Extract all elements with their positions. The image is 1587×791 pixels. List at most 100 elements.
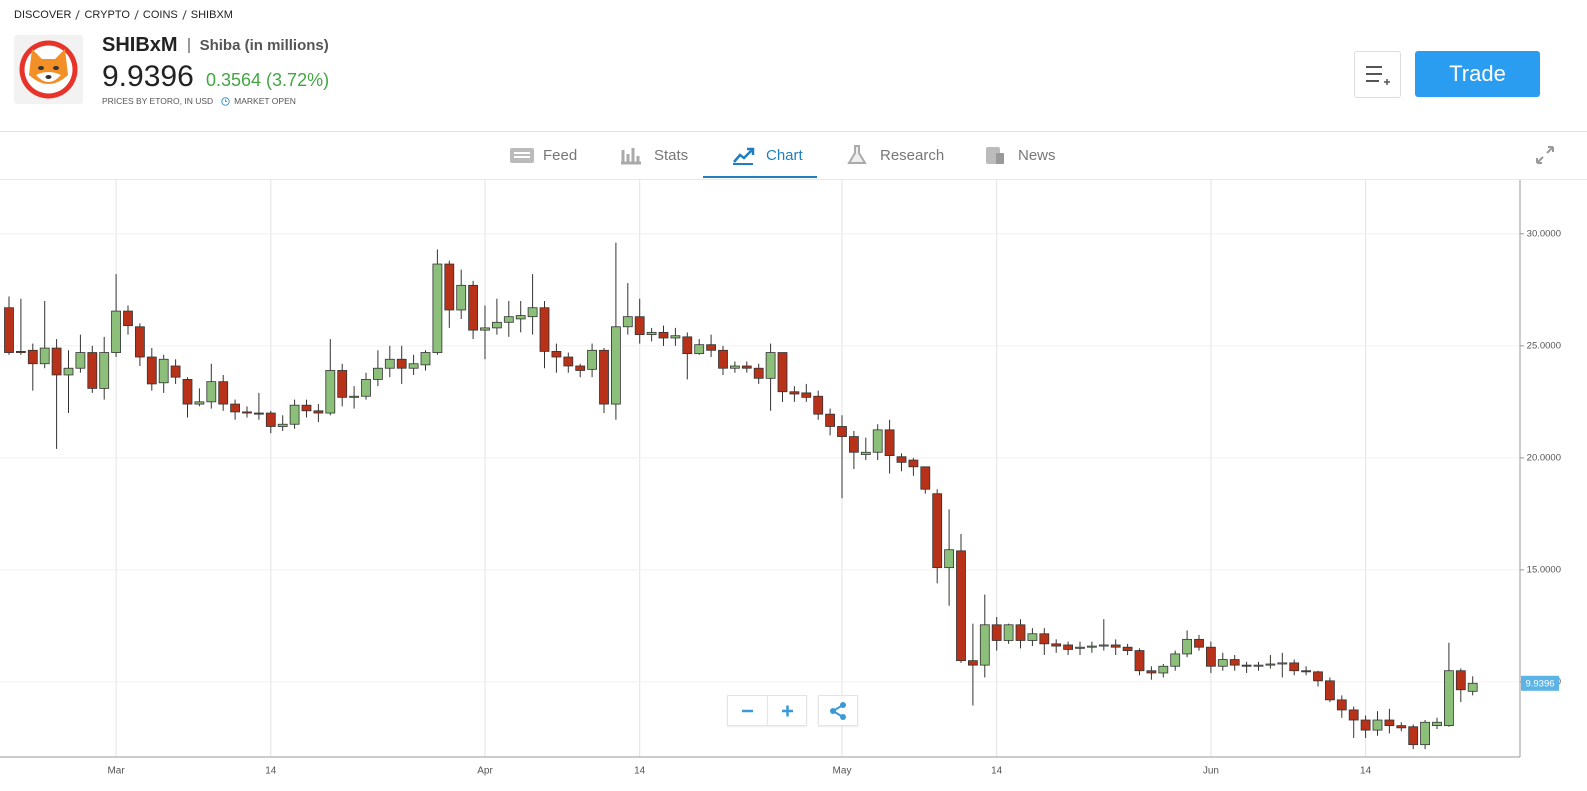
candle-body — [813, 395, 824, 415]
breadcrumb-separator — [75, 10, 81, 20]
candle-body — [670, 335, 681, 339]
breadcrumb-separator — [182, 10, 187, 20]
candle-body — [944, 549, 954, 569]
candle-body — [1075, 646, 1085, 649]
tab[interactable]: Research — [846, 144, 944, 166]
candle-body — [75, 352, 86, 369]
instrument-name: SHIBxM Shiba (in millions) — [102, 34, 329, 57]
candle-body — [170, 365, 181, 378]
y-tick-label: 30.0000 — [1527, 228, 1561, 239]
candle-body — [313, 410, 324, 414]
x-tick-label: 14 — [1360, 766, 1372, 777]
share-icon — [830, 702, 846, 720]
candle-body — [920, 466, 931, 490]
tab-label: Stats — [654, 146, 689, 164]
fullscreen-button[interactable] — [1535, 145, 1555, 165]
x-tick-label: Mar — [107, 766, 125, 777]
candle-body — [1360, 719, 1371, 731]
candle-body — [1253, 664, 1264, 667]
candle-body — [503, 316, 514, 323]
x-tick-label: Apr — [477, 766, 493, 777]
x-tick-label: 14 — [991, 766, 1003, 777]
candle-body — [1039, 633, 1050, 645]
market-status: MARKET OPEN — [234, 96, 296, 106]
candle-body — [979, 624, 990, 666]
candle-body — [265, 412, 276, 427]
breadcrumb-item[interactable]: CRYPTO — [84, 9, 130, 21]
tab[interactable]: Feed — [509, 144, 577, 166]
share-button[interactable] — [818, 695, 858, 726]
candle-body — [1420, 721, 1430, 746]
x-tick-label: May — [833, 766, 852, 777]
candle-body — [1087, 645, 1097, 648]
candle-body — [1229, 659, 1240, 666]
candle-body — [551, 351, 562, 358]
candle-body — [908, 459, 919, 468]
candle-body — [611, 326, 621, 405]
trade-button[interactable]: Trade — [1415, 51, 1540, 97]
watchlist-button[interactable] — [1354, 51, 1401, 98]
x-tick-label: Jun — [1203, 766, 1219, 777]
candle-body — [1146, 670, 1157, 674]
candle-body — [230, 403, 241, 413]
breadcrumb: DISCOVER CRYPTO COINS SHIBXM — [14, 9, 233, 21]
clock-icon — [221, 96, 230, 106]
candle-body — [956, 550, 966, 662]
divider — [0, 131, 1587, 132]
candle-body — [1336, 699, 1347, 711]
tab-icon — [733, 147, 755, 165]
candle-body — [325, 370, 336, 414]
candle-body — [206, 381, 217, 403]
candle-body — [51, 347, 62, 376]
x-tick-label: 14 — [634, 766, 646, 777]
breadcrumb-separator — [134, 10, 139, 20]
candle-body — [1313, 671, 1323, 682]
candle-body — [1396, 725, 1407, 729]
candle-body — [1003, 624, 1014, 641]
price-note: PRICES BY ETORO, IN USD MARKET OPEN — [102, 96, 296, 106]
candle-body — [468, 284, 479, 331]
candle-body — [444, 263, 455, 311]
candle-body — [1110, 644, 1121, 648]
candle-body — [218, 381, 229, 405]
candle-body — [480, 327, 490, 331]
candle-body — [1241, 664, 1252, 667]
breadcrumb-item[interactable]: COINS — [142, 9, 178, 21]
zoom-icons — [742, 696, 793, 725]
coin-logo — [14, 35, 83, 104]
breadcrumb-item[interactable]: SHIBXM — [190, 9, 233, 21]
breadcrumb-item[interactable]: DISCOVER — [14, 9, 72, 21]
tab-icon — [510, 148, 534, 163]
candle-body — [182, 379, 193, 405]
candle-body — [825, 413, 835, 427]
candle-body — [563, 356, 574, 367]
candle-body — [1206, 646, 1216, 667]
candle-body — [1158, 665, 1169, 674]
candle-body — [718, 349, 728, 369]
candle-body — [123, 310, 133, 327]
candle-body — [789, 391, 800, 395]
candle-body — [1444, 670, 1454, 727]
tab[interactable]: Chart — [732, 144, 803, 166]
candle-body — [694, 344, 705, 355]
tab-label: Research — [880, 146, 945, 164]
candle-body — [301, 404, 312, 412]
tab-icon — [621, 148, 641, 165]
tab[interactable]: News — [984, 144, 1056, 166]
candle-body — [1122, 646, 1133, 651]
y-tick-label: 25.0000 — [1527, 340, 1561, 351]
candle-body — [4, 307, 14, 353]
candle-body — [1063, 644, 1073, 650]
current-price-label: 9.9396 — [1525, 678, 1554, 689]
candle-body — [1455, 670, 1466, 691]
tab-label: Feed — [543, 146, 578, 164]
candle-body — [1289, 662, 1300, 672]
candle-body — [491, 321, 502, 329]
symbol: SHIBxM — [102, 34, 178, 56]
candle-body — [39, 347, 50, 365]
candle-body — [730, 365, 740, 369]
candle-body — [753, 367, 764, 379]
tab[interactable]: Stats — [620, 144, 688, 166]
candle-body — [1277, 662, 1288, 665]
